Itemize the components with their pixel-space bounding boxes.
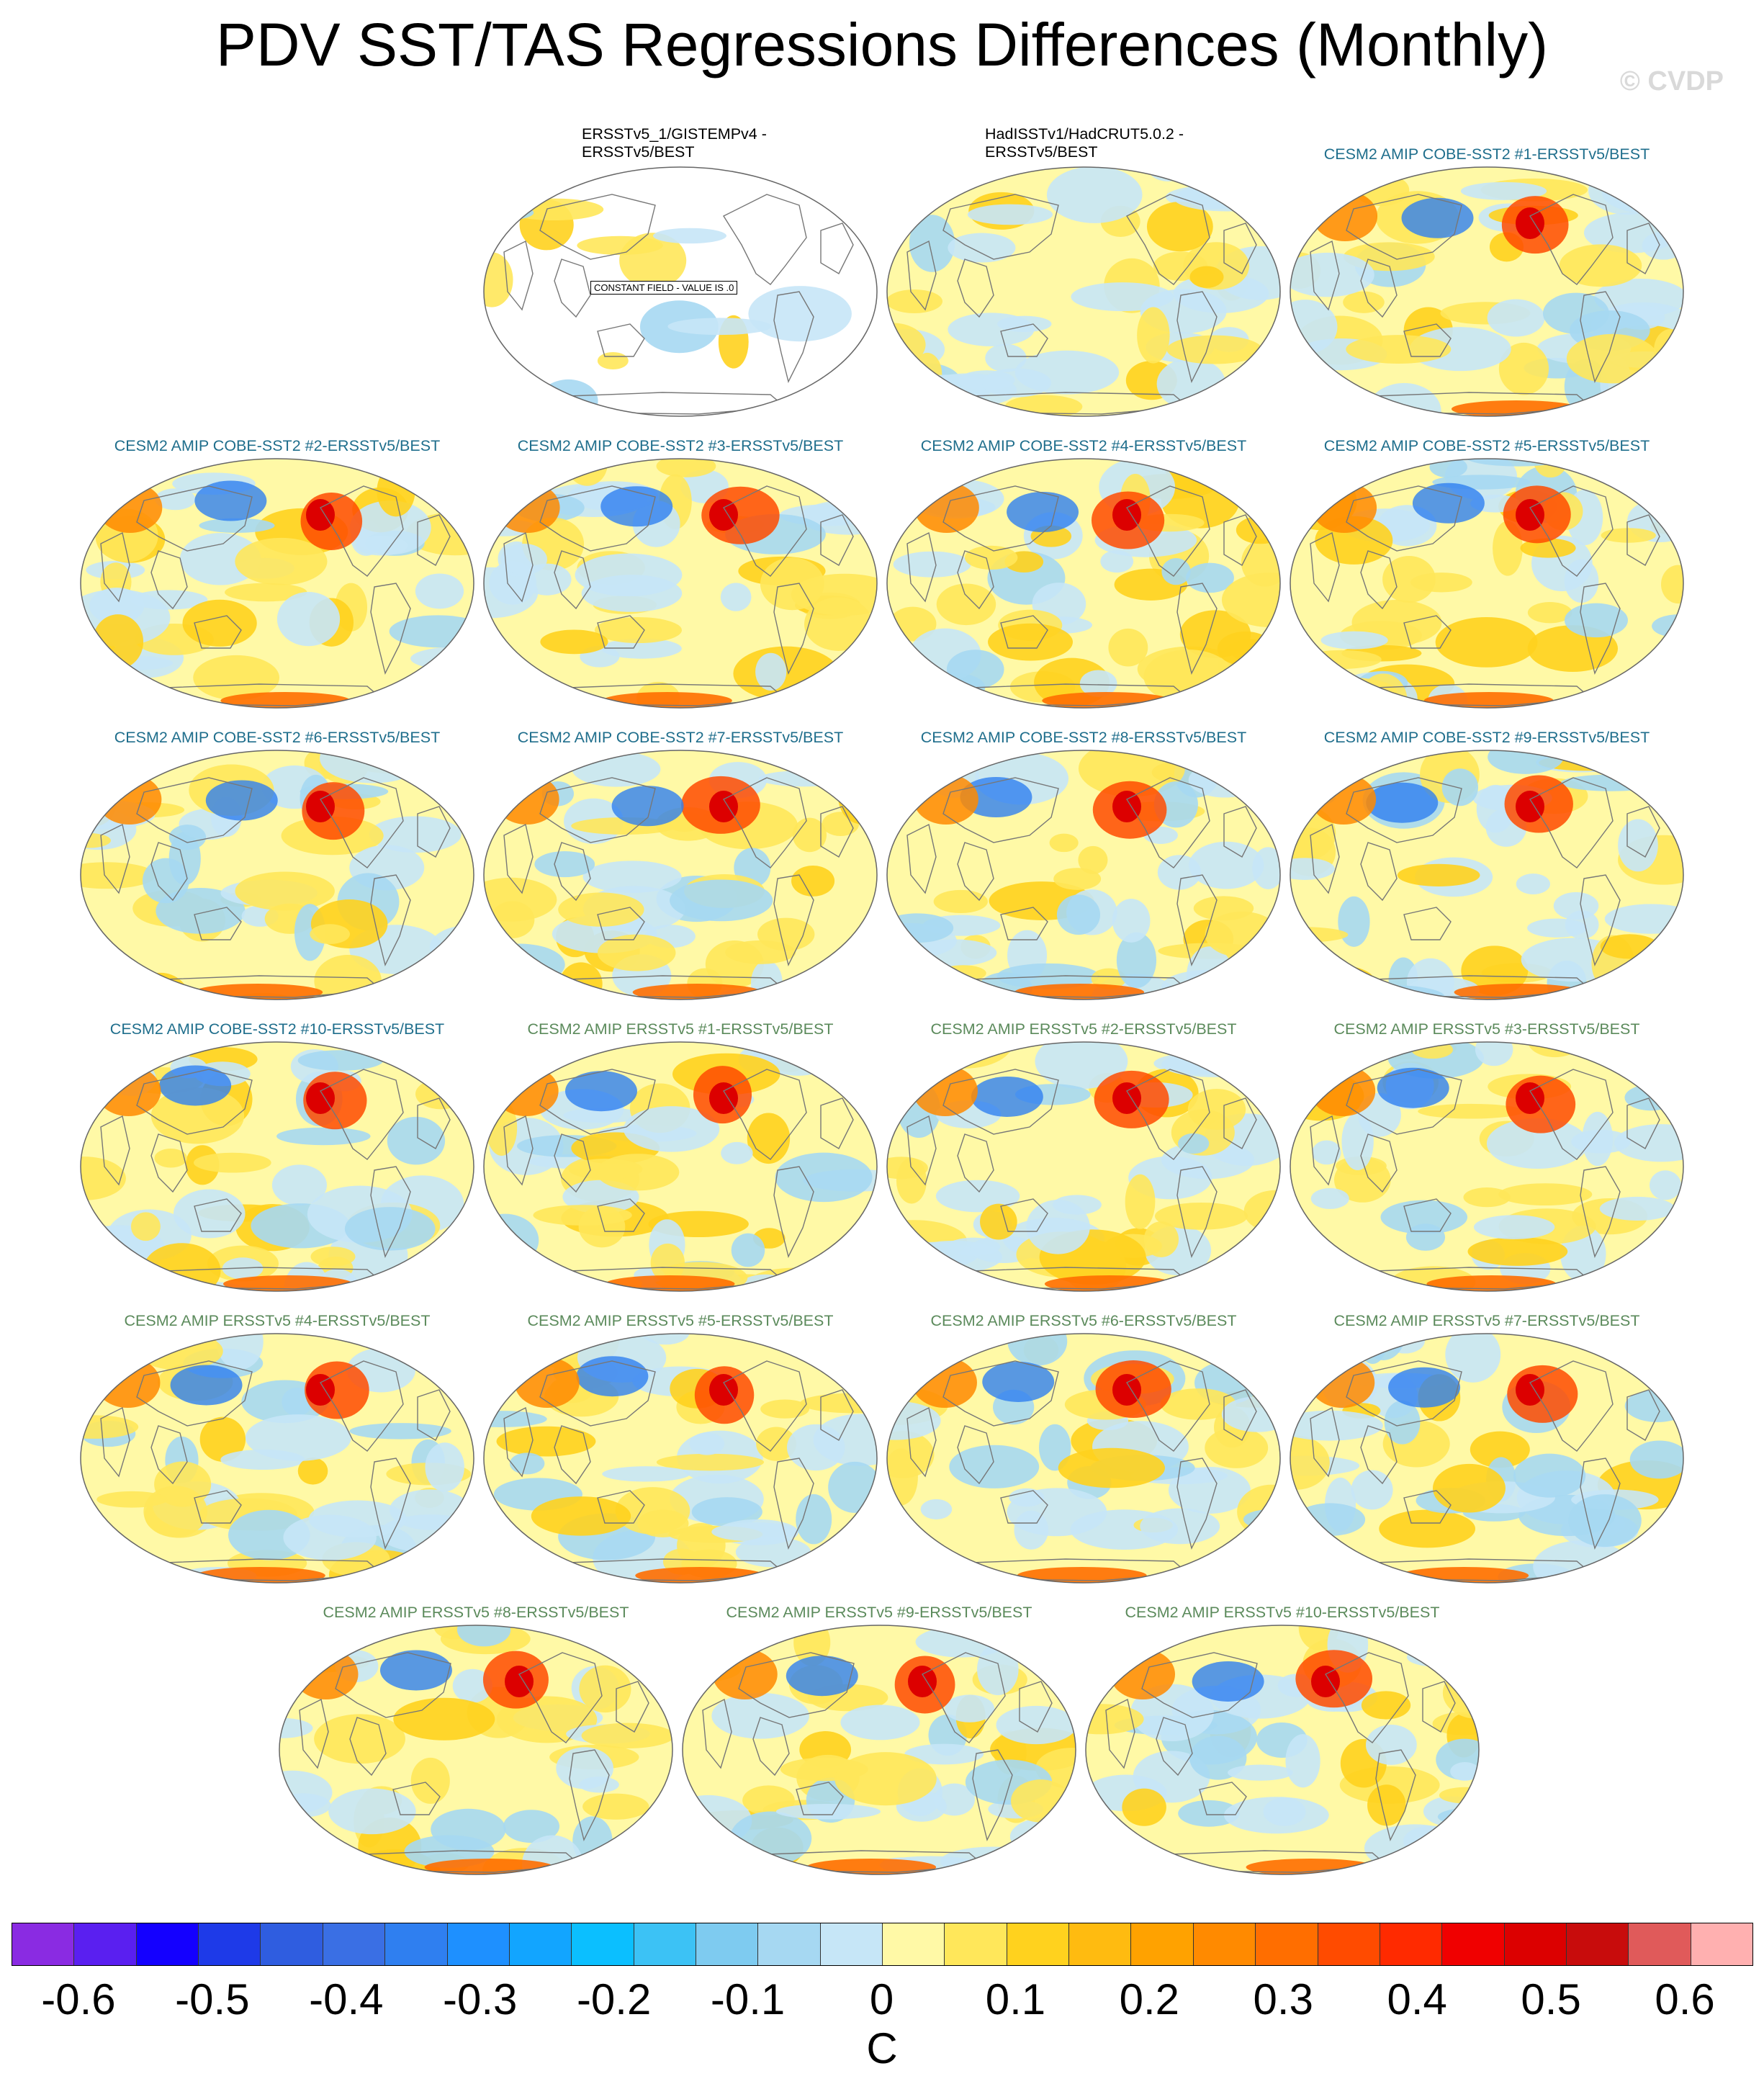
colorbar-swatch	[696, 1923, 759, 1965]
colorbar-tick-label: 0.3	[1253, 1975, 1313, 2024]
colorbar-swatch	[1629, 1923, 1691, 1965]
colorbar-swatch	[1193, 1923, 1256, 1965]
colorbar-swatch	[74, 1923, 137, 1965]
colorbar-tick-label: 0.5	[1521, 1975, 1581, 2024]
regression-map	[886, 458, 1281, 709]
regression-map	[886, 750, 1281, 1000]
panel-title: CESM2 AMIP ERSSTv5 #7-ERSSTv5/BEST	[1333, 1312, 1640, 1329]
panel-title: CESM2 AMIP ERSSTv5 #10-ERSSTv5/BEST	[1125, 1604, 1440, 1621]
panel-title: CESM2 AMIP ERSSTv5 #2-ERSSTv5/BEST	[930, 1020, 1237, 1038]
regression-map	[483, 1333, 878, 1584]
colorbar-tick-label: -0.4	[309, 1975, 384, 2024]
regression-map	[483, 166, 878, 417]
regression-map	[483, 1041, 878, 1292]
regression-map	[1290, 1041, 1684, 1292]
cvdp-watermark: © CVDP	[1619, 66, 1724, 96]
regression-map	[279, 1625, 673, 1875]
regression-map	[80, 1041, 474, 1292]
colorbar-swatch	[572, 1923, 634, 1965]
colorbar-swatch	[509, 1923, 572, 1965]
colorbar-swatch	[1504, 1923, 1567, 1965]
colorbar-swatch	[323, 1923, 386, 1965]
colorbar-swatch	[12, 1923, 75, 1965]
panel-title: CESM2 AMIP COBE-SST2 #6-ERSSTv5/BEST	[114, 729, 441, 746]
colorbar-swatch	[945, 1923, 1007, 1965]
colorbar-tick-label: -0.1	[710, 1975, 786, 2024]
regression-map	[886, 1333, 1281, 1584]
regression-map	[80, 750, 474, 1000]
panel-title: CESM2 AMIP COBE-SST2 #1-ERSSTv5/BEST	[1323, 145, 1650, 163]
colorbar-swatch	[1069, 1923, 1132, 1965]
colorbar-tick-label: 0	[869, 1975, 894, 2024]
panel-title: CESM2 AMIP COBE-SST2 #7-ERSSTv5/BEST	[517, 729, 844, 746]
colorbar-swatch	[820, 1923, 883, 1965]
panel-title: HadISSTv1/HadCRUT5.0.2 - ERSSTv5/BEST	[985, 125, 1184, 161]
colorbar-swatch	[758, 1923, 821, 1965]
panel-title: CESM2 AMIP ERSSTv5 #8-ERSSTv5/BEST	[323, 1604, 629, 1621]
regression-map	[886, 1041, 1281, 1292]
panel-title: CESM2 AMIP COBE-SST2 #8-ERSSTv5/BEST	[920, 729, 1247, 746]
colorbar-tick-label: 0.1	[985, 1975, 1046, 2024]
panel-title: CESM2 AMIP ERSSTv5 #1-ERSSTv5/BEST	[527, 1020, 834, 1038]
colorbar-tick-label: 0.6	[1655, 1975, 1715, 2024]
colorbar-swatch	[1131, 1923, 1194, 1965]
panel-title: CESM2 AMIP COBE-SST2 #10-ERSSTv5/BEST	[109, 1020, 445, 1038]
figure-title: PDV SST/TAS Regressions Differences (Mon…	[215, 11, 1549, 78]
panel-title: CESM2 AMIP COBE-SST2 #2-ERSSTv5/BEST	[114, 437, 441, 454]
panel-title: CESM2 AMIP COBE-SST2 #3-ERSSTv5/BEST	[517, 437, 844, 454]
colorbar-unit: C	[866, 2024, 898, 2072]
colorbar	[12, 1923, 1753, 1966]
panel-title: CESM2 AMIP ERSSTv5 #3-ERSSTv5/BEST	[1333, 1020, 1640, 1038]
panel-title: CESM2 AMIP ERSSTv5 #9-ERSSTv5/BEST	[726, 1604, 1032, 1621]
colorbar-swatch	[1256, 1923, 1318, 1965]
regression-map	[483, 750, 878, 1000]
panel-title: CESM2 AMIP ERSSTv5 #5-ERSSTv5/BEST	[527, 1312, 834, 1329]
constant-field-label: CONSTANT FIELD - VALUE IS .0	[590, 281, 738, 295]
panel-title: CESM2 AMIP COBE-SST2 #5-ERSSTv5/BEST	[1323, 437, 1650, 454]
regression-map	[682, 1625, 1076, 1875]
colorbar-swatch	[447, 1923, 510, 1965]
panel-title: CESM2 AMIP ERSSTv5 #4-ERSSTv5/BEST	[124, 1312, 431, 1329]
colorbar-tick-label: 0.2	[1119, 1975, 1180, 2024]
panel-title: ERSSTv5_1/GISTEMPv4 - ERSSTv5/BEST	[582, 125, 767, 161]
colorbar-tick-label: -0.6	[41, 1975, 116, 2024]
colorbar-swatch	[136, 1923, 199, 1965]
regression-map	[483, 458, 878, 709]
regression-map	[1290, 750, 1684, 1000]
colorbar-swatch	[1566, 1923, 1629, 1965]
colorbar-swatch	[1691, 1923, 1753, 1965]
colorbar-swatch	[1380, 1923, 1443, 1965]
colorbar-swatch	[883, 1923, 945, 1965]
regression-map	[1290, 458, 1684, 709]
regression-map	[80, 1333, 474, 1584]
colorbar-tick-label: 0.4	[1387, 1975, 1447, 2024]
regression-map	[1290, 1333, 1684, 1584]
colorbar-swatch	[261, 1923, 323, 1965]
colorbar-swatch	[634, 1923, 696, 1965]
colorbar-tick-label: -0.3	[443, 1975, 518, 2024]
colorbar-swatch	[1318, 1923, 1380, 1965]
colorbar-swatch	[1007, 1923, 1070, 1965]
colorbar-tick-label: -0.5	[175, 1975, 250, 2024]
colorbar-tick-label: -0.2	[576, 1975, 652, 2024]
panel-title: CESM2 AMIP ERSSTv5 #6-ERSSTv5/BEST	[930, 1312, 1237, 1329]
panel-title: CESM2 AMIP COBE-SST2 #4-ERSSTv5/BEST	[920, 437, 1247, 454]
regression-map	[80, 458, 474, 709]
colorbar-swatch	[1442, 1923, 1505, 1965]
regression-map	[886, 166, 1281, 417]
regression-map	[1290, 166, 1684, 417]
colorbar-swatch	[385, 1923, 448, 1965]
regression-map	[1085, 1625, 1480, 1875]
colorbar-swatch	[199, 1923, 261, 1965]
panel-title: CESM2 AMIP COBE-SST2 #9-ERSSTv5/BEST	[1323, 729, 1650, 746]
